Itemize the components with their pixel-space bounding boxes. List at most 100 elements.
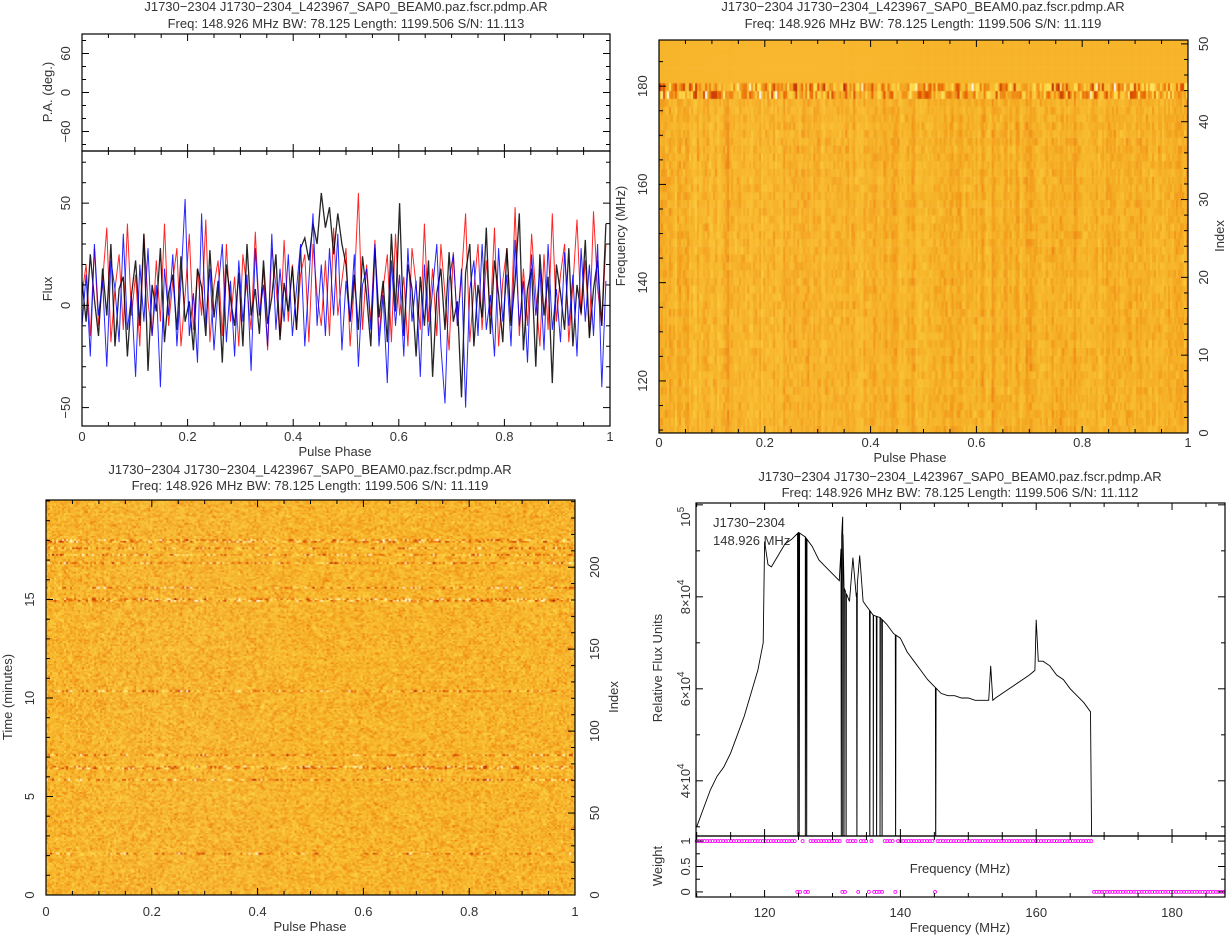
- bandpass-annotation-source: J1730−2304: [713, 515, 785, 530]
- weight-tick-label: 0.5: [678, 857, 693, 875]
- time-phase-x-axis-label: Pulse Phase: [274, 919, 347, 934]
- time-tick-label: 10: [22, 691, 37, 705]
- time-phase-y2-axis-label: Index: [606, 681, 621, 713]
- phase-tick-label: 0.2: [179, 429, 197, 444]
- phase-tick-label: 1: [606, 429, 613, 444]
- freq-phase-title-line1: J1730−2304 J1730−2304_L423967_SAP0_BEAM0…: [721, 0, 1124, 14]
- flux-tick-label: 0: [58, 302, 73, 309]
- weight-marker: [853, 839, 858, 843]
- index-tick-label: 30: [1196, 192, 1211, 206]
- weight-marker: [806, 890, 810, 894]
- flux-units-tick-label: 4×104: [676, 763, 693, 798]
- weight-marker: [1089, 839, 1094, 843]
- pa-tick-label: 0: [58, 89, 73, 96]
- weight-marker: [890, 839, 895, 843]
- index-tick-label: 50: [1196, 37, 1211, 51]
- pa-tick-label: −60: [58, 120, 73, 142]
- phase-tick-label: 0: [655, 435, 662, 450]
- freq-phase-title-line2: Freq: 148.926 MHz BW: 78.125 Length: 119…: [745, 16, 1102, 31]
- pa-axis-label: P.A. (deg.): [40, 62, 55, 122]
- frequency-tick-label: 140: [890, 905, 912, 920]
- weight-marker: [798, 890, 802, 894]
- weight-axis-label: Weight: [650, 846, 665, 887]
- flux-series-line: [82, 192, 607, 398]
- phase-tick-label: 0.6: [390, 429, 408, 444]
- phase-tick-label: 0.4: [862, 435, 880, 450]
- bandpass-y-axis-label: Relative Flux Units: [650, 613, 665, 722]
- weight-tick-label: 0: [678, 888, 693, 895]
- time-phase-title-line2: Freq: 148.926 MHz BW: 78.125 Length: 119…: [132, 478, 489, 493]
- flux-axis-label: Flux: [40, 276, 55, 301]
- flux-tick-label: −50: [58, 397, 73, 419]
- phase-tick-label: 0.8: [495, 429, 513, 444]
- index-tick-label: 100: [587, 720, 602, 742]
- phase-tick-label: 0.4: [284, 429, 302, 444]
- phase-tick-label: 0.6: [967, 435, 985, 450]
- flux-units-tick-label: 105: [676, 506, 693, 526]
- index-tick-label: 20: [1196, 270, 1211, 284]
- flux-units-tick-label: 8×104: [676, 579, 693, 614]
- frequency-tick-label: 180: [1161, 905, 1183, 920]
- time-phase-y-axis-label: Time (minutes): [0, 654, 15, 740]
- phase-tick-label: 0.2: [756, 435, 774, 450]
- pa-tick-label: 60: [58, 46, 73, 60]
- flux-series-group: [82, 192, 607, 408]
- profile-x-axis-label: Pulse Phase: [299, 444, 372, 459]
- frequency-tick-label: 140: [635, 272, 650, 294]
- bandpass-annotation-freq: 148.926 MHz: [713, 533, 790, 548]
- freq-phase-y-axis-label: Frequency (MHz): [613, 186, 628, 286]
- weight-tick-label: 1: [678, 837, 693, 844]
- frequency-tick-label: 120: [754, 905, 776, 920]
- weight-marker: [856, 890, 861, 894]
- bandpass-line: [696, 516, 1093, 836]
- index-tick-label: 50: [587, 806, 602, 820]
- phase-tick-label: 1: [1184, 435, 1191, 450]
- time-tick-label: 15: [22, 592, 37, 606]
- weight-marker: [869, 839, 874, 843]
- phase-tick-label: 0.8: [1073, 435, 1091, 450]
- time-tick-label: 0: [22, 891, 37, 898]
- bandpass-title-line2: Freq: 148.926 MHz BW: 78.125 Length: 119…: [782, 485, 1139, 500]
- weight-marker: [866, 890, 871, 894]
- index-tick-label: 0: [1196, 429, 1211, 436]
- phase-tick-label: 0.6: [354, 904, 372, 919]
- weight-marker: [893, 890, 898, 894]
- frequency-tick-label: 120: [635, 370, 650, 392]
- phase-tick-label: 0: [42, 904, 49, 919]
- index-tick-label: 200: [587, 556, 602, 578]
- weight-marker: [843, 890, 847, 894]
- index-tick-label: 10: [1196, 348, 1211, 362]
- time-phase-heatmap: [46, 500, 575, 895]
- profile-title-line1: J1730−2304 J1730−2304_L423967_SAP0_BEAM0…: [144, 0, 547, 14]
- frequency-tick-label: 180: [635, 75, 650, 97]
- bandpass-title-line1: J1730−2304 J1730−2304_L423967_SAP0_BEAM0…: [758, 469, 1161, 484]
- flux-series-line: [82, 192, 607, 351]
- time-phase-title-line1: J1730−2304 J1730−2304_L423967_SAP0_BEAM0…: [108, 462, 511, 477]
- index-tick-label: 40: [1196, 114, 1211, 128]
- phase-tick-label: 0.8: [460, 904, 478, 919]
- frequency-phase-heatmap: [659, 40, 1188, 433]
- bandpass-x-axis-label: Frequency (MHz): [910, 920, 1010, 935]
- frequency-tick-label: 160: [635, 174, 650, 196]
- freq-phase-frame: [658, 39, 1189, 434]
- freq-phase-x-axis-label: Pulse Phase: [874, 450, 947, 465]
- flux-series-line: [82, 198, 607, 408]
- index-tick-label: 150: [587, 638, 602, 660]
- freq-phase-y2-axis-label: Index: [1212, 220, 1226, 252]
- phase-tick-label: 0: [78, 429, 85, 444]
- phase-tick-label: 0.4: [249, 904, 267, 919]
- flux-units-tick-label: 6×104: [676, 671, 693, 706]
- phase-tick-label: 1: [571, 904, 578, 919]
- index-tick-label: 0: [587, 891, 602, 898]
- pa-panel-frame: [81, 33, 611, 152]
- time-tick-label: 5: [22, 793, 37, 800]
- profile-title-line2: Freq: 148.926 MHz BW: 78.125 Length: 119…: [168, 16, 525, 31]
- weight-inner-label: Frequency (MHz): [910, 861, 1010, 876]
- weight-marker: [930, 839, 935, 843]
- weight-marker: [933, 890, 937, 894]
- weight-marker: [792, 839, 797, 843]
- weight-marker: [880, 890, 884, 894]
- bandpass-frame: [695, 502, 1226, 837]
- bandpass-series-group: [696, 516, 1093, 836]
